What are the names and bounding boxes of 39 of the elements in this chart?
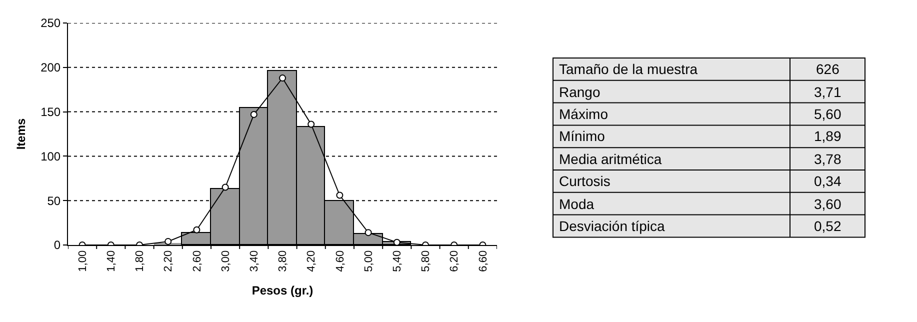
text: Tamaño de la muestra: [559, 61, 698, 77]
text: 1,89: [814, 128, 842, 144]
text: Máximo: [559, 106, 608, 122]
x-tick-label: 1,80: [134, 250, 146, 272]
text: Media aritmética: [559, 151, 662, 167]
text: Rango: [559, 84, 600, 100]
text: Mínimo: [559, 128, 606, 144]
x-tick-label: 3,00: [220, 250, 232, 272]
x-tick-label: 4,60: [334, 250, 346, 272]
text: 0,52: [814, 218, 842, 234]
y-tick-label: 200: [40, 60, 61, 75]
text: Desviación típica: [559, 218, 666, 234]
y-tick-label: 100: [40, 149, 61, 164]
y-tick-label: 0: [54, 238, 61, 252]
y-axis-title: Items: [14, 118, 28, 150]
x-tick-label: 5,00: [362, 250, 375, 272]
x-tick-label: 4,20: [306, 250, 318, 272]
x-tick-label: 1,00: [76, 250, 89, 272]
x-tick-label: 6,20: [448, 250, 461, 272]
x-tick-label: 5,40: [391, 250, 404, 272]
x-tick-label: 3,40: [248, 250, 260, 272]
x-tick-label: 5,80: [420, 250, 432, 272]
text: 3,60: [814, 196, 842, 212]
text: 0,34: [814, 173, 842, 189]
x-tick-label: 2,60: [191, 250, 204, 272]
x-tick-label: 1,40: [105, 250, 118, 272]
y-tick-label: 50: [47, 194, 61, 208]
x-tick-label: 2,20: [162, 250, 175, 272]
text: 626: [816, 61, 840, 77]
x-axis-title: Pesos (gr.): [252, 284, 314, 298]
y-tick-label: 250: [40, 16, 61, 30]
x-tick-label: 3,80: [277, 250, 290, 272]
y-tick-label: 150: [40, 105, 61, 119]
text: 3,78: [814, 151, 842, 167]
text: 3,71: [814, 84, 842, 100]
text: 5,60: [814, 106, 842, 122]
x-tick-label: 6,60: [477, 250, 490, 272]
text: Moda: [559, 196, 594, 212]
text: Curtosis: [559, 173, 610, 189]
